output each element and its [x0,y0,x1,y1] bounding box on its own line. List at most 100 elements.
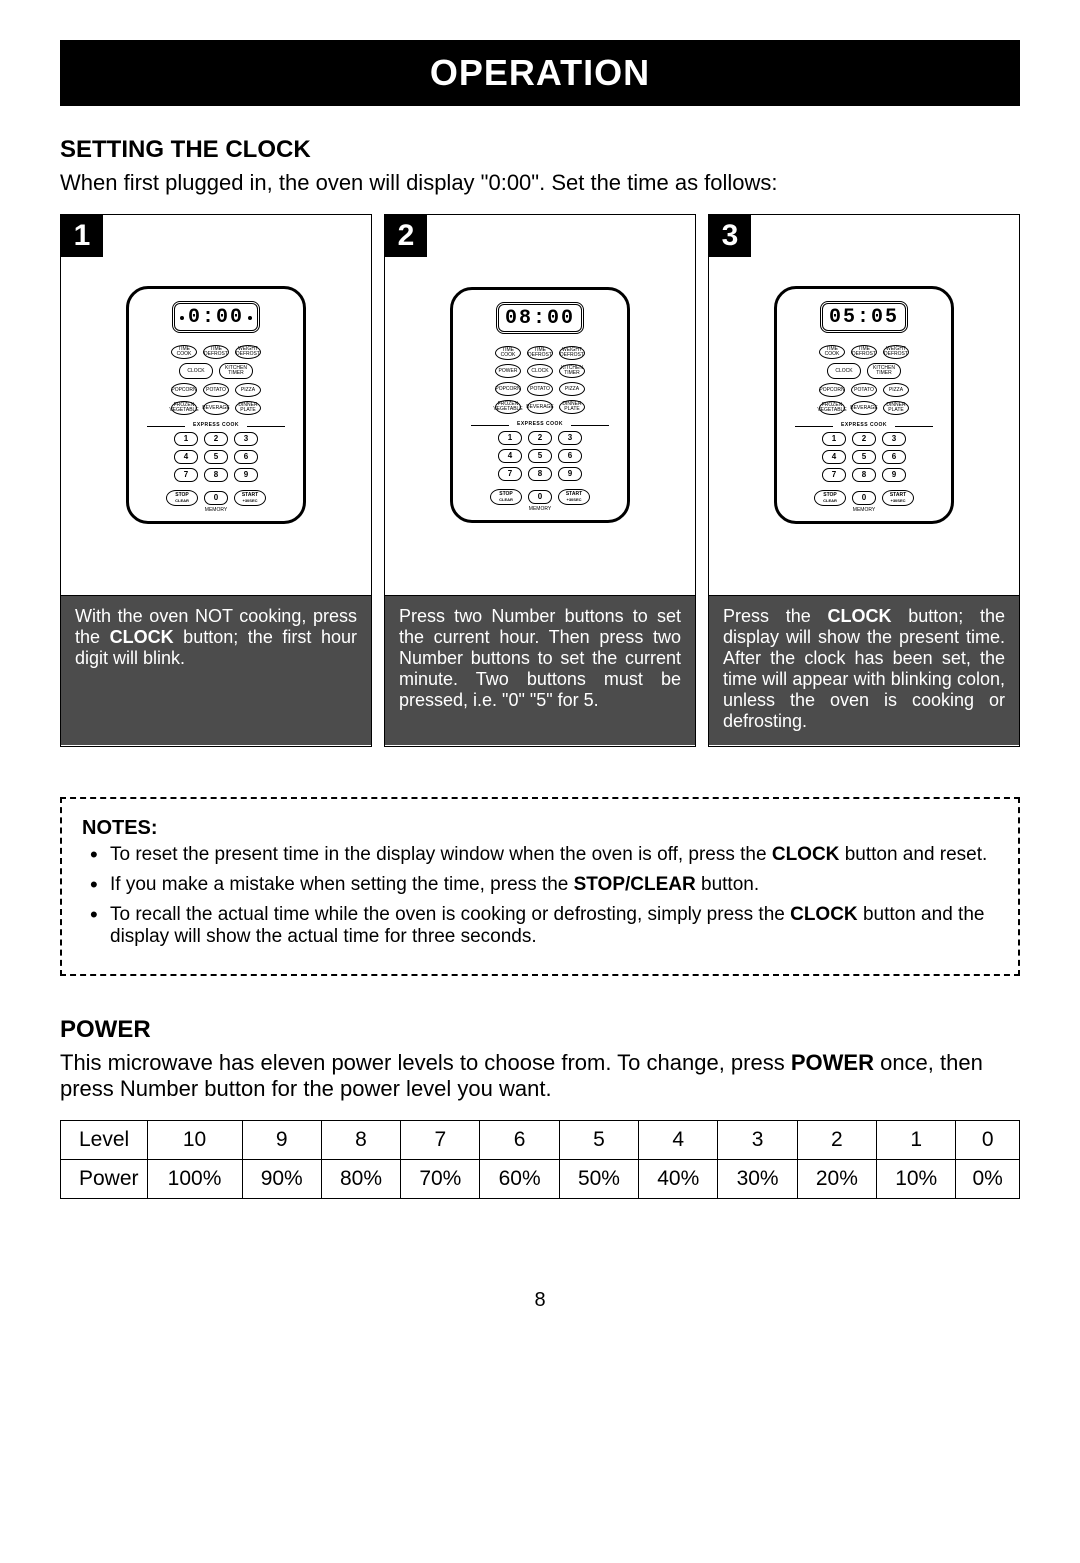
steps-row: 1 0:00 TIMECOOK TIMEDEFROST WEIGHTDEFROST … [60,214,1020,747]
panel-button: WEIGHTDEFROST [559,346,585,360]
panel-button: POPCORN [495,382,521,396]
panel-number-button: 4 [498,449,522,463]
panel-number-button: 2 [204,432,228,446]
table-cell: 90% [242,1160,321,1199]
panel-button: BEVERAGE [527,400,553,414]
panel-number-button: 8 [204,468,228,482]
memory-label: MEMORY [529,507,551,512]
table-header-cell: Power [61,1160,148,1199]
panel-button: TIMEDEFROST [527,346,553,360]
microwave-panel: 08:00 TIMECOOK TIMEDEFROST WEIGHTDEFROST P… [450,287,630,523]
panel-number-button: 9 [234,468,258,482]
page-header: OPERATION [60,40,1020,106]
panel-button: PIZZA [883,383,909,397]
notes-title: NOTES: [82,817,998,840]
table-cell: 30% [718,1160,797,1199]
panel-number-button: 0 [528,490,552,504]
table-cell: 0 [956,1121,1020,1160]
step-caption: With the oven NOT cooking, press the CLO… [61,595,371,745]
panel-button: PIZZA [559,382,585,396]
panel-number-button: 0 [204,491,228,505]
table-cell: 80% [321,1160,400,1199]
table-cell: 40% [639,1160,718,1199]
power-heading: POWER [60,1016,1020,1044]
start-button: START+30SEC [234,490,266,506]
table-cell: 3 [718,1121,797,1160]
power-table: Level109876543210 Power100%90%80%70%60%5… [60,1120,1020,1199]
table-cell: 2 [797,1121,876,1160]
panel-number-button: 4 [174,450,198,464]
step-column: 3 05:05 TIMECOOKTIMEDEFROSTWEIGHTDEFROST… [708,214,1020,747]
stop-button: STOPCLEAR [490,489,522,505]
panel-number-button: 9 [882,468,906,482]
table-cell: 1 [877,1121,956,1160]
step-caption: Press the CLOCK button; the display will… [709,595,1019,745]
panel-button: POPCORN [171,383,197,397]
panel-number-button: 2 [528,431,552,445]
panel-button: CLOCK [527,364,553,378]
panel-number-button: 0 [852,491,876,505]
panel-button: TIMEDEFROST [203,345,229,359]
panel-number-button: 9 [558,467,582,481]
panel-button: TIMECOOK [171,345,197,359]
panel-button: TIMECOOK [495,346,521,360]
panel-button: KITCHENTIMER [867,363,901,379]
panel-display: 05:05 [820,301,908,333]
step-number: 1 [61,215,103,257]
panel-button: DINNERPLATE [559,400,585,414]
panel-button: PIZZA [235,383,261,397]
table-cell: 100% [147,1160,242,1199]
table-cell: 5 [559,1121,638,1160]
panel-number-button: 3 [234,432,258,446]
express-label: EXPRESS COOK [137,423,295,428]
table-cell: 20% [797,1160,876,1199]
panel-button: CLOCK [827,363,861,379]
microwave-panel: 0:00 TIMECOOK TIMEDEFROST WEIGHTDEFROST CL… [126,286,306,524]
step-number: 2 [385,215,427,257]
notes-item: To reset the present time in the display… [82,844,998,866]
table-cell: 4 [639,1121,718,1160]
panel-button: FROZENVEGETABLE [495,400,521,414]
step-caption: Press two Number buttons to set the curr… [385,595,695,745]
notes-list: To reset the present time in the display… [82,844,998,948]
panel-button: FROZENVEGETABLE [171,401,197,415]
table-header-cell: Level [61,1121,148,1160]
panel-button: WEIGHTDEFROST [235,345,261,359]
panel-number-button: 7 [498,467,522,481]
panel-button: POTATO [851,383,877,397]
panel-number-button: 6 [558,449,582,463]
panel-number-button: 1 [822,432,846,446]
table-cell: 10 [147,1121,242,1160]
step-diagram: 3 05:05 TIMECOOKTIMEDEFROSTWEIGHTDEFROST… [709,215,1019,595]
power-intro: This microwave has eleven power levels t… [60,1050,1020,1102]
express-label: EXPRESS COOK [785,423,943,428]
table-cell: 50% [559,1160,638,1199]
notes-box: NOTES: To reset the present time in the … [60,797,1020,976]
memory-label: MEMORY [205,508,227,513]
panel-button: FROZENVEGETABLE [819,401,845,415]
panel-button: DINNERPLATE [235,401,261,415]
stop-button: STOPCLEAR [166,490,198,506]
panel-button: POPCORN [819,383,845,397]
start-button: START+30SEC [882,490,914,506]
panel-number-button: 4 [822,450,846,464]
panel-button: TIMEDEFROST [851,345,877,359]
step-diagram: 2 08:00 TIMECOOK TIMEDEFROST WEIGHTDEFROST… [385,215,695,595]
setting-clock-heading: SETTING THE CLOCK [60,136,1020,164]
panel-button: TIMECOOK [819,345,845,359]
step-diagram: 1 0:00 TIMECOOK TIMEDEFROST WEIGHTDEFROST … [61,215,371,595]
microwave-panel: 05:05 TIMECOOK TIMEDEFROST WEIGHTDEFROST C… [774,286,954,524]
panel-number-button: 7 [174,468,198,482]
table-cell: 10% [877,1160,956,1199]
panel-button: WEIGHTDEFROST [883,345,909,359]
panel-button: KITCHENTIMER [219,363,253,379]
panel-number-button: 5 [528,449,552,463]
table-cell: 7 [401,1121,480,1160]
panel-display: 08:00 [496,302,584,334]
panel-button: CLOCK [179,363,213,379]
step-column: 2 08:00 TIMECOOK TIMEDEFROST WEIGHTDEFROST… [384,214,696,747]
start-button: START+30SEC [558,489,590,505]
express-label: EXPRESS COOK [461,422,619,427]
panel-display: 0:00 [172,301,260,333]
panel-number-button: 1 [498,431,522,445]
